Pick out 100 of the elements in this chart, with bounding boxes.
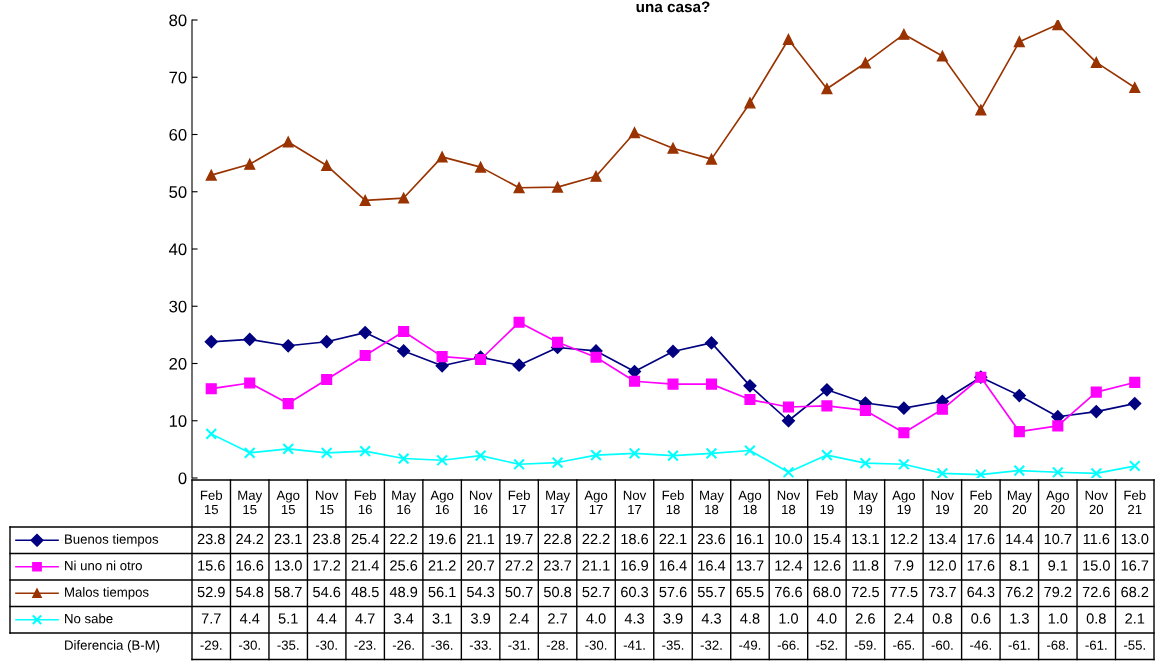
data-label: 4.8 (740, 613, 760, 624)
data-label: 23.7 (544, 560, 572, 571)
data-label: 0.8 (932, 613, 952, 624)
x-tick-label: May 19 (854, 490, 878, 515)
data-label: 12.2 (890, 533, 918, 545)
text: -49. (739, 640, 761, 650)
x-tick-label: Ago 20 (1046, 490, 1069, 515)
data-label: 54.6 (313, 586, 341, 598)
data-label: 7.9 (894, 560, 914, 571)
legend-label: No sabe (65, 613, 113, 624)
data-label: 21.4 (351, 560, 379, 571)
text: -65. (893, 640, 915, 650)
legend-label: Malos tiempos (65, 587, 149, 600)
y-tick-label: 30 (169, 300, 187, 313)
data-label: 3.9 (471, 613, 491, 624)
data-label: 48.9 (389, 586, 418, 598)
x-tick-label: May 15 (238, 490, 263, 515)
x-tick-label: Ago 17 (584, 490, 608, 515)
data-label: 17.2 (313, 560, 341, 571)
text: -23. (354, 640, 376, 650)
text: -36. (431, 640, 453, 650)
data-label: 2.7 (548, 613, 567, 624)
data-label: 23.8 (313, 533, 341, 545)
x-tick-label: Ago 18 (738, 490, 762, 515)
data-label: 76.2 (1005, 586, 1033, 598)
data-label: 4.4 (239, 613, 260, 624)
data-label: 9.1 (1048, 560, 1068, 571)
data-label: 14.4 (1006, 533, 1034, 545)
data-label: 22.1 (659, 533, 687, 545)
data-label: 52.7 (582, 586, 610, 598)
text: -68. (1047, 640, 1068, 650)
data-label: 21.1 (467, 533, 495, 545)
text: -59. (854, 640, 876, 650)
text: -30. (238, 640, 260, 650)
data-label: 76.6 (775, 586, 802, 598)
data-label: 1.0 (1048, 613, 1068, 624)
data-label: 1.3 (1010, 613, 1029, 624)
data-label: 52.9 (197, 586, 225, 598)
text: -41. (623, 640, 645, 650)
data-label: 65.5 (736, 586, 764, 598)
data-label: 22.2 (582, 533, 610, 545)
x-tick-label: Nov 20 (1085, 490, 1108, 515)
data-label: 2.1 (1125, 613, 1145, 624)
data-label: 22.2 (390, 533, 418, 545)
data-label: 3.4 (394, 613, 414, 624)
data-label: 7.7 (201, 613, 221, 624)
x-tick-label: Nov 15 (316, 490, 339, 515)
data-label: 24.2 (236, 533, 264, 545)
data-label: 4.3 (624, 613, 645, 624)
data-label: 4.3 (701, 613, 721, 624)
data-label: 25.6 (390, 560, 418, 571)
data-label: 20.7 (467, 560, 495, 571)
x-tick-label: Ago 15 (276, 490, 300, 515)
data-label: 12.0 (929, 560, 956, 571)
text: Diferencia (B-M) (65, 640, 160, 653)
data-label: 1.0 (779, 613, 799, 624)
data-label: 0.6 (971, 613, 991, 624)
x-tick-label: May 17 (546, 490, 570, 515)
data-label: 0.8 (1086, 613, 1106, 624)
y-tick-label: 20 (169, 357, 187, 370)
data-label: 5.1 (278, 613, 298, 624)
text: -29. (200, 640, 222, 650)
y-tick-label: 70 (169, 71, 187, 84)
data-label: 2.4 (509, 613, 529, 624)
data-label: 15.6 (198, 560, 225, 571)
data-label: 10.0 (775, 533, 803, 545)
x-tick-label: Feb 17 (508, 490, 530, 515)
data-label: 72.6 (1082, 586, 1110, 598)
data-label: 21.1 (582, 560, 610, 571)
data-label: 56.1 (428, 586, 456, 598)
text: -31. (508, 640, 530, 650)
data-label: 17.6 (967, 560, 995, 571)
text: -66. (777, 640, 799, 650)
y-tick-label: 80 (169, 14, 187, 27)
y-tick-label: 50 (169, 186, 187, 198)
data-label: 2.4 (894, 613, 914, 624)
data-label: 18.6 (621, 533, 649, 545)
x-tick-label: Nov 16 (469, 490, 493, 515)
data-label: 16.4 (659, 560, 687, 571)
text: -26. (392, 640, 414, 650)
x-tick-label: Ago 16 (430, 490, 454, 515)
data-label: 8.1 (1009, 560, 1029, 571)
text: -30. (585, 640, 607, 650)
text: -30. (315, 640, 337, 650)
data-label: 16.4 (698, 560, 726, 571)
data-label: 13.0 (275, 560, 302, 571)
text: -35. (277, 640, 299, 650)
x-tick-label: Nov 18 (777, 490, 801, 515)
data-label: 27.2 (505, 560, 533, 571)
data-label: 54.3 (466, 586, 495, 598)
data-label: 2.6 (856, 613, 875, 624)
data-label: 60.3 (621, 586, 649, 598)
data-label: 11.8 (852, 560, 879, 571)
data-label: 12.6 (813, 560, 841, 571)
data-label: 13.7 (736, 560, 764, 571)
text: -52. (816, 640, 838, 650)
data-label: 16.7 (1121, 560, 1149, 571)
text: -61. (1085, 640, 1107, 650)
data-label: 19.7 (506, 533, 533, 545)
data-label: 15.4 (813, 533, 841, 545)
